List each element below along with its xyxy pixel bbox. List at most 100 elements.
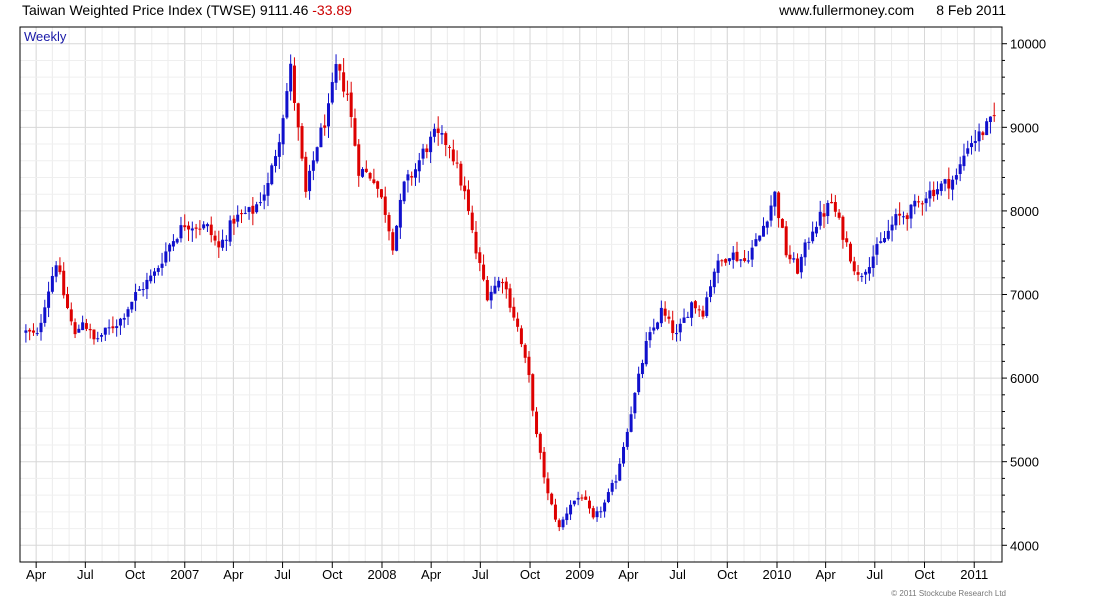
candle-body	[985, 121, 989, 136]
candle-body	[304, 156, 308, 192]
chart-header: Taiwan Weighted Price Index (TWSE) 9111.…	[0, 0, 1100, 22]
candle-body	[497, 280, 501, 288]
candle-body	[652, 327, 656, 331]
candle-body	[796, 258, 800, 274]
candle-body	[542, 451, 546, 478]
last-value: 9111.46	[259, 2, 309, 18]
candle-body	[342, 72, 346, 92]
candle-body	[777, 192, 781, 219]
candle-body	[818, 211, 822, 226]
candle-body	[440, 133, 444, 135]
candle-body	[988, 116, 992, 123]
candle-body	[735, 251, 739, 261]
candle-body	[213, 235, 217, 241]
candle-body	[898, 213, 902, 216]
candle-body	[183, 225, 187, 228]
candle-body	[727, 258, 731, 262]
candle-body	[118, 318, 122, 326]
candle-body	[724, 259, 728, 263]
candle-body	[69, 309, 73, 322]
candle-body	[149, 275, 153, 282]
candle-body	[289, 63, 293, 92]
candle-body	[867, 267, 871, 274]
candle-body	[935, 189, 939, 195]
candle-body	[489, 291, 493, 301]
candle-body	[966, 148, 970, 154]
candle-body	[951, 179, 955, 190]
candle-body	[674, 333, 678, 335]
candle-body	[43, 307, 47, 323]
x-tick-label: Apr	[26, 567, 47, 582]
candle-body	[209, 224, 213, 236]
candle-body	[88, 328, 92, 331]
y-tick-label: 4000	[1010, 538, 1039, 553]
candle-body	[905, 215, 909, 220]
candle-body	[629, 414, 633, 432]
candle-body	[640, 363, 644, 375]
candle-body	[300, 126, 304, 159]
candle-body	[493, 285, 497, 294]
candle-body	[205, 224, 209, 227]
candle-body	[175, 239, 179, 243]
candle-body	[648, 332, 652, 341]
x-tick-label: Jul	[866, 567, 883, 582]
candle-body	[883, 238, 887, 243]
candle-body	[357, 144, 361, 176]
candle-body	[425, 148, 429, 153]
index-name: Taiwan Weighted Price Index (TWSE)	[22, 2, 256, 18]
candle-body	[236, 214, 240, 222]
candle-body	[353, 118, 357, 146]
candle-body	[296, 103, 300, 128]
x-tick-label: Oct	[125, 567, 146, 582]
candle-body	[618, 463, 622, 481]
candle-body	[970, 143, 974, 148]
candle-body	[406, 174, 410, 181]
candle-body	[474, 231, 478, 254]
candle-body	[84, 323, 88, 329]
candle-body	[444, 133, 448, 146]
x-tick-label: Oct	[322, 567, 343, 582]
candle-body	[644, 341, 648, 365]
candle-body	[992, 115, 996, 117]
candle-body	[799, 256, 803, 273]
candle-body	[871, 256, 875, 268]
x-tick-label: 2007	[170, 567, 199, 582]
x-tick-label: Jul	[274, 567, 291, 582]
candle-body	[270, 165, 274, 185]
x-tick-label: Apr	[421, 567, 442, 582]
candle-body	[164, 251, 168, 263]
candle-body	[743, 258, 747, 261]
candle-body	[901, 216, 905, 218]
candles	[24, 54, 996, 532]
candle-body	[429, 136, 433, 153]
candle-body	[141, 289, 145, 291]
candle-body	[421, 148, 425, 159]
x-tick-label: Jul	[472, 567, 489, 582]
candle-body	[939, 183, 943, 192]
candle-body	[266, 183, 270, 196]
candle-body	[47, 291, 51, 308]
candle-body	[323, 125, 327, 128]
candle-body	[274, 156, 278, 167]
change-value: -33.89	[312, 2, 352, 18]
candle-body	[62, 270, 66, 296]
candle-body	[372, 179, 376, 184]
candle-body	[561, 519, 565, 528]
candle-body	[633, 392, 637, 414]
candle-body	[875, 243, 879, 255]
candle-body	[954, 175, 958, 180]
x-tick-label: Apr	[618, 567, 639, 582]
chart-date: 8 Feb 2011	[936, 2, 1006, 18]
candle-body	[395, 225, 399, 251]
candle-body	[565, 513, 569, 521]
candle-body	[845, 238, 849, 243]
candle-body	[187, 225, 191, 230]
x-tick-label: Jul	[669, 567, 686, 582]
candle-body	[739, 259, 743, 261]
candle-body	[81, 322, 85, 331]
candle-body	[152, 271, 156, 276]
candle-body	[928, 190, 932, 199]
candle-body	[398, 199, 402, 228]
copyright-credit: © 2011 Stockcube Research Ltd	[891, 589, 1006, 598]
